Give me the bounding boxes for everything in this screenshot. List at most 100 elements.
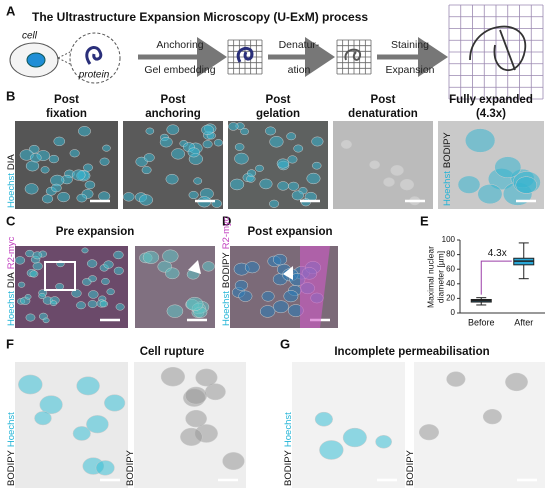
cell-blob <box>234 280 248 291</box>
cell-blob <box>87 300 98 308</box>
cell-blob <box>14 256 26 265</box>
cell-blob <box>76 193 88 203</box>
stain-label: Hoechst BODIPY <box>442 132 453 206</box>
step-label: Expansion <box>385 64 434 76</box>
column-title: denaturation <box>348 108 418 120</box>
cell-blob <box>104 394 126 412</box>
stain-label: BODIPY Hoechst <box>283 412 294 486</box>
protein-expanded <box>469 25 526 71</box>
cell-blob <box>40 166 50 174</box>
cell-blob <box>113 266 124 275</box>
stain-name: DIA <box>6 272 17 289</box>
stain-name: BODIPY <box>125 449 136 486</box>
cell-blob <box>95 460 115 476</box>
column-title: anchoring <box>145 108 201 120</box>
step-label: Denatur- <box>279 39 320 51</box>
cell-blob <box>84 180 96 190</box>
cell-blob <box>234 152 249 165</box>
cell-blob <box>283 290 299 303</box>
stain-name: Hoechst <box>221 291 232 326</box>
cell-blob <box>306 172 321 185</box>
cell-blob <box>32 251 43 260</box>
cell-blob <box>88 290 99 299</box>
cell-blob <box>99 157 110 166</box>
arrowhead <box>188 260 201 274</box>
panel-title: Pre expansion <box>56 226 135 238</box>
cell-blob <box>273 300 289 314</box>
cell-blob <box>86 259 98 268</box>
cell-blob <box>390 165 404 176</box>
cell-blob <box>399 178 415 191</box>
annotation: 4.3x <box>488 248 507 259</box>
cell-blob <box>228 122 239 131</box>
stain-name: Hoechst <box>6 173 17 208</box>
stain-name: BODIPY <box>221 252 232 289</box>
cell-blob <box>165 173 179 185</box>
cell-blob <box>76 376 100 396</box>
cell-blob <box>446 371 466 387</box>
cell-blob <box>288 181 300 191</box>
column-title: Post <box>54 94 79 106</box>
cell-blob <box>78 126 91 137</box>
cell-blob <box>25 313 36 322</box>
panel-label: A <box>6 3 16 18</box>
panel-label: D <box>222 213 231 228</box>
cell-blob <box>159 137 173 148</box>
cell-blob <box>34 411 52 426</box>
stain-name: BODIPY <box>405 449 416 486</box>
cell-blob <box>17 281 26 288</box>
cell-blob <box>505 372 528 392</box>
cell-blob <box>29 270 39 278</box>
cell-blob <box>375 435 392 449</box>
cell-blob <box>171 148 186 160</box>
cell-blob <box>187 147 200 158</box>
y-axis-label: diameter [µm] <box>435 251 445 303</box>
cell-blob <box>51 183 62 193</box>
cell-blob <box>39 395 63 415</box>
protein-label: protein <box>78 70 110 81</box>
stain-label: BODIPY <box>405 449 416 486</box>
cell-blob <box>76 301 86 310</box>
cell-blob <box>81 247 89 254</box>
cell-blob <box>272 253 288 266</box>
cell-blob <box>48 154 59 164</box>
cell-blob <box>50 300 58 307</box>
cell-blob <box>314 411 333 427</box>
cell-blob <box>287 155 298 164</box>
step-label: Gel embedding <box>144 64 215 76</box>
cell-label: cell <box>22 31 38 42</box>
column-title: gelation <box>256 108 300 120</box>
cell-blob <box>259 305 276 318</box>
column-title: Fully expanded <box>449 94 533 106</box>
cell-blob <box>201 124 214 135</box>
cell-blob <box>255 164 264 172</box>
cell-blob <box>244 261 260 274</box>
cell-blob <box>477 184 503 205</box>
stain-name: Hoechst <box>6 291 17 326</box>
stain-name: BODIPY <box>283 449 294 486</box>
panel-label: F <box>6 336 14 351</box>
cell-blob <box>261 291 275 302</box>
cell-blob <box>185 409 207 428</box>
panel-label: E <box>420 213 429 228</box>
stain-name: R2-myc <box>221 216 232 249</box>
cell-blob <box>38 292 46 300</box>
panel-label: B <box>6 88 15 103</box>
panel-label: C <box>6 213 16 228</box>
y-tick-label: 40 <box>446 279 455 288</box>
stain-name: DIA <box>6 154 17 171</box>
cell-blob <box>234 143 245 151</box>
cell-blob <box>383 177 395 187</box>
cell-blob <box>286 132 297 141</box>
cell-blob <box>213 139 223 147</box>
y-tick-label: 100 <box>442 235 456 244</box>
cell-blob <box>162 249 179 263</box>
cell-blob <box>42 317 50 324</box>
cell-blob <box>32 262 43 271</box>
cell-blob <box>123 192 135 202</box>
cell-blob <box>185 386 208 405</box>
cell-blob <box>246 169 257 177</box>
cell-blob <box>312 161 322 170</box>
cell-blob <box>139 194 153 206</box>
column-title: Post <box>266 94 291 106</box>
